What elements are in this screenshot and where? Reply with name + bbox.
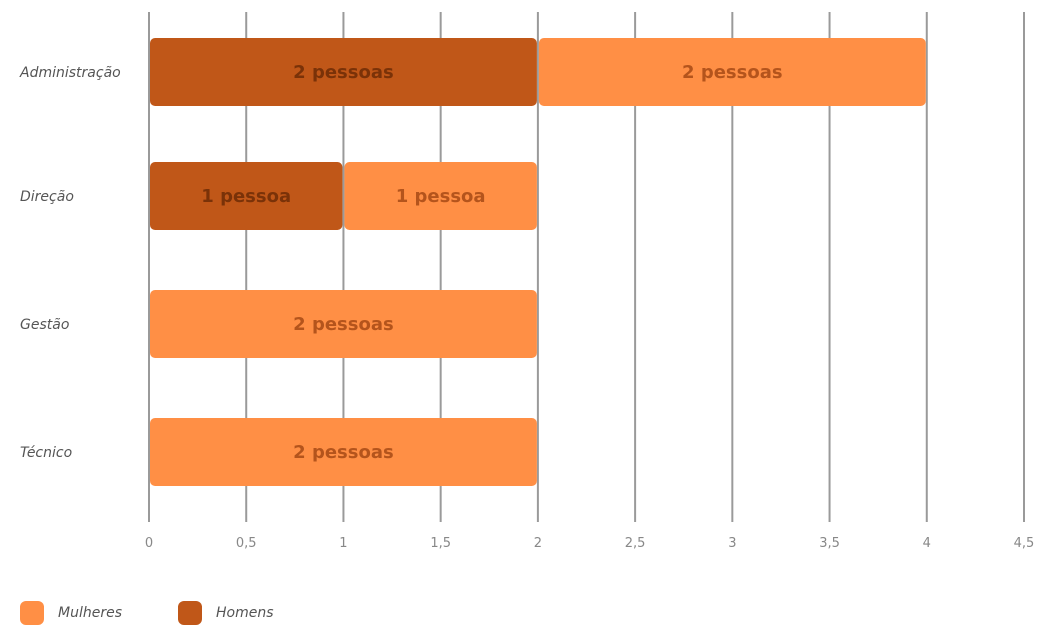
legend-label-homens: Homens	[216, 605, 274, 621]
bar-homens	[150, 162, 343, 230]
legend-swatch-mulheres	[20, 601, 44, 625]
legend-item-homens: Homens	[178, 601, 274, 625]
x-tick-label: 3	[728, 536, 736, 551]
legend-swatch-homens	[178, 601, 202, 625]
x-tick-label: 3,5	[819, 536, 840, 551]
x-tick-label: 1,5	[430, 536, 451, 551]
bar-data-label: 2 pessoas	[293, 62, 394, 83]
category-label: Técnico	[20, 445, 72, 461]
x-tick-label: 0,5	[236, 536, 257, 551]
x-tick-label: 0	[145, 536, 153, 551]
x-tick-label: 2	[534, 536, 542, 551]
category-label: Direção	[20, 189, 74, 205]
bar-mulheres	[150, 290, 537, 358]
bar-mulheres	[344, 162, 537, 230]
bar-homens	[150, 38, 537, 106]
bar-data-label: 1 pessoa	[396, 186, 486, 207]
bar-mulheres	[150, 418, 537, 486]
x-tick-label: 1	[339, 536, 347, 551]
bar-mulheres	[538, 38, 926, 106]
legend: Mulheres Homens	[20, 600, 330, 626]
bar-data-label: 2 pessoas	[293, 442, 394, 463]
legend-item-mulheres: Mulheres	[20, 601, 122, 625]
x-tick-label: 2,5	[625, 536, 646, 551]
category-label: Gestão	[20, 317, 69, 333]
bar-data-label: 2 pessoas	[293, 314, 394, 335]
x-tick-label: 4,5	[1014, 536, 1035, 551]
category-label: Administração	[19, 65, 121, 81]
bar-data-label: 1 pessoa	[201, 186, 291, 207]
x-tick-label: 4	[923, 536, 931, 551]
bar-chart: 0 0,5 1 1,5 2 2,5 3 3,5 4 4,5 Administração Direção…	[19, 12, 1035, 551]
bar-data-label: 2 pessoas	[682, 62, 783, 83]
legend-label-mulheres: Mulheres	[58, 605, 122, 621]
